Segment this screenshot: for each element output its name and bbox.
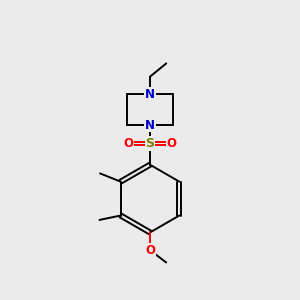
Text: O: O	[124, 137, 134, 150]
Text: S: S	[146, 137, 154, 150]
Text: N: N	[145, 119, 155, 132]
Text: O: O	[166, 137, 176, 150]
Text: N: N	[145, 88, 155, 101]
Text: O: O	[145, 244, 155, 256]
